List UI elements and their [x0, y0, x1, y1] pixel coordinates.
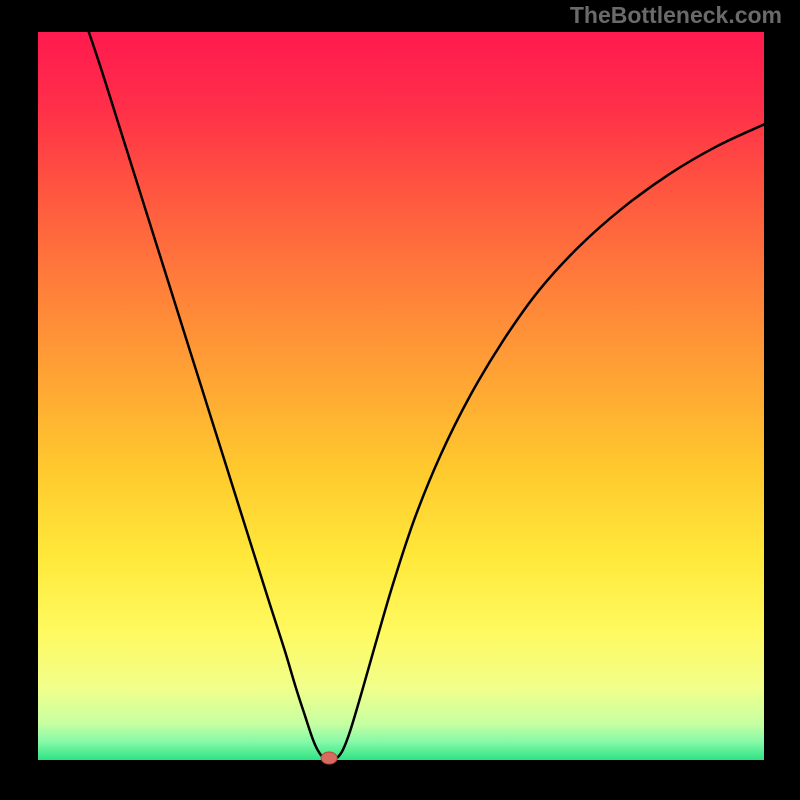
watermark-text: TheBottleneck.com: [570, 2, 782, 29]
optimal-marker: [321, 752, 337, 764]
chart-container: TheBottleneck.com: [0, 0, 800, 800]
plot-area: [38, 32, 764, 760]
bottleneck-chart: [0, 0, 800, 800]
